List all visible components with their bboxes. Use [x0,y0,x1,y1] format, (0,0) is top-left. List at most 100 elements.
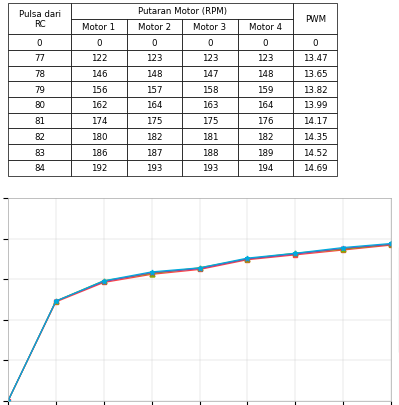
Putaran Motor (RPM)
Motor 3 [389,242,393,247]
Text: 123: 123 [146,54,163,63]
Bar [127,51,182,66]
Bar [8,35,71,51]
Putaran Motor (RPM)
Motor 2 [101,279,106,284]
Text: 14.69: 14.69 [303,164,328,173]
Putaran Motor (RPM)
Motor 1 [149,272,154,277]
Text: 180: 180 [91,132,107,141]
Putaran Motor (RPM)
Motor 4 [197,266,202,271]
Putaran Motor (RPM)
Motor 2 [149,271,154,276]
Bar [293,145,338,160]
Text: 83: 83 [34,148,45,157]
Text: 14.52: 14.52 [303,148,328,157]
Text: 0: 0 [263,38,268,48]
Bar [71,66,127,82]
Bar [127,20,182,35]
Text: 181: 181 [202,132,218,141]
Text: 164: 164 [257,101,274,110]
Bar [8,160,71,176]
Text: 192: 192 [91,164,107,173]
Bar [293,51,338,66]
Text: 159: 159 [257,85,274,94]
Bar [238,145,293,160]
Text: 78: 78 [34,70,45,79]
Bar [71,129,127,145]
Putaran Motor (RPM)
Motor 3 [53,299,58,304]
Bar [127,82,182,98]
Text: 175: 175 [146,117,163,126]
Text: 146: 146 [91,70,107,79]
Text: 84: 84 [34,164,45,173]
Putaran Motor (RPM)
Motor 2 [293,251,298,256]
Bar [293,160,338,176]
Bar [293,82,338,98]
Text: 164: 164 [146,101,163,110]
Text: 186: 186 [91,148,107,157]
Bar [8,66,71,82]
Bar [8,113,71,129]
Text: 13.99: 13.99 [303,101,328,110]
Text: 123: 123 [202,54,218,63]
Bar [71,4,293,20]
Bar [71,20,127,35]
Text: 82: 82 [34,132,45,141]
Putaran Motor (RPM)
Motor 2 [197,266,202,271]
Text: 147: 147 [202,70,218,79]
Text: 157: 157 [146,85,163,94]
Text: 123: 123 [257,54,274,63]
Bar [71,145,127,160]
Text: 162: 162 [91,101,107,110]
Bar [293,4,338,35]
Putaran Motor (RPM)
Motor 2 [389,242,393,247]
Bar [8,98,71,113]
Bar [293,113,338,129]
Bar [238,160,293,176]
Text: 193: 193 [146,164,163,173]
Text: 79: 79 [34,85,45,94]
Bar [127,35,182,51]
Putaran Motor (RPM)
Motor 2 [53,299,58,304]
Text: Pulsa dari
RC: Pulsa dari RC [19,10,61,30]
Bar [71,113,127,129]
Line: Putaran Motor (RPM)
Motor 4: Putaran Motor (RPM) Motor 4 [6,241,393,403]
Bar [8,129,71,145]
Putaran Motor (RPM)
Motor 1 [389,243,393,248]
Text: PWM: PWM [305,15,326,24]
Bar [182,35,238,51]
Text: 156: 156 [91,85,107,94]
Bar [238,51,293,66]
Bar [8,82,71,98]
Bar [71,98,127,113]
Bar [238,98,293,113]
Putaran Motor (RPM)
Motor 4 [341,245,346,250]
Text: 182: 182 [257,132,274,141]
Putaran Motor (RPM)
Motor 1 [6,399,10,403]
Bar [182,20,238,35]
Putaran Motor (RPM)
Motor 3 [6,399,10,403]
Bar [238,113,293,129]
Line: Putaran Motor (RPM)
Motor 2: Putaran Motor (RPM) Motor 2 [6,242,393,403]
Text: Motor 3: Motor 3 [194,23,227,32]
Text: 193: 193 [202,164,218,173]
Text: 194: 194 [257,164,274,173]
Putaran Motor (RPM)
Motor 3 [341,246,346,251]
Text: 0: 0 [96,38,102,48]
Bar [293,98,338,113]
Text: Motor 4: Motor 4 [249,23,282,32]
Line: Putaran Motor (RPM)
Motor 1: Putaran Motor (RPM) Motor 1 [6,243,393,403]
Bar [127,113,182,129]
Bar [182,98,238,113]
Bar [182,113,238,129]
Text: 189: 189 [257,148,274,157]
Bar [71,160,127,176]
Bar [8,4,71,35]
Putaran Motor (RPM)
Motor 2 [6,399,10,403]
Putaran Motor (RPM)
Motor 1 [293,253,298,258]
Text: 13.47: 13.47 [303,54,328,63]
Putaran Motor (RPM)
Motor 2 [245,257,250,262]
Putaran Motor (RPM)
Motor 3 [149,271,154,275]
Text: 14.17: 14.17 [303,117,328,126]
Text: 0: 0 [313,38,318,48]
Text: 158: 158 [202,85,218,94]
Text: 80: 80 [34,101,45,110]
Text: 163: 163 [202,101,218,110]
